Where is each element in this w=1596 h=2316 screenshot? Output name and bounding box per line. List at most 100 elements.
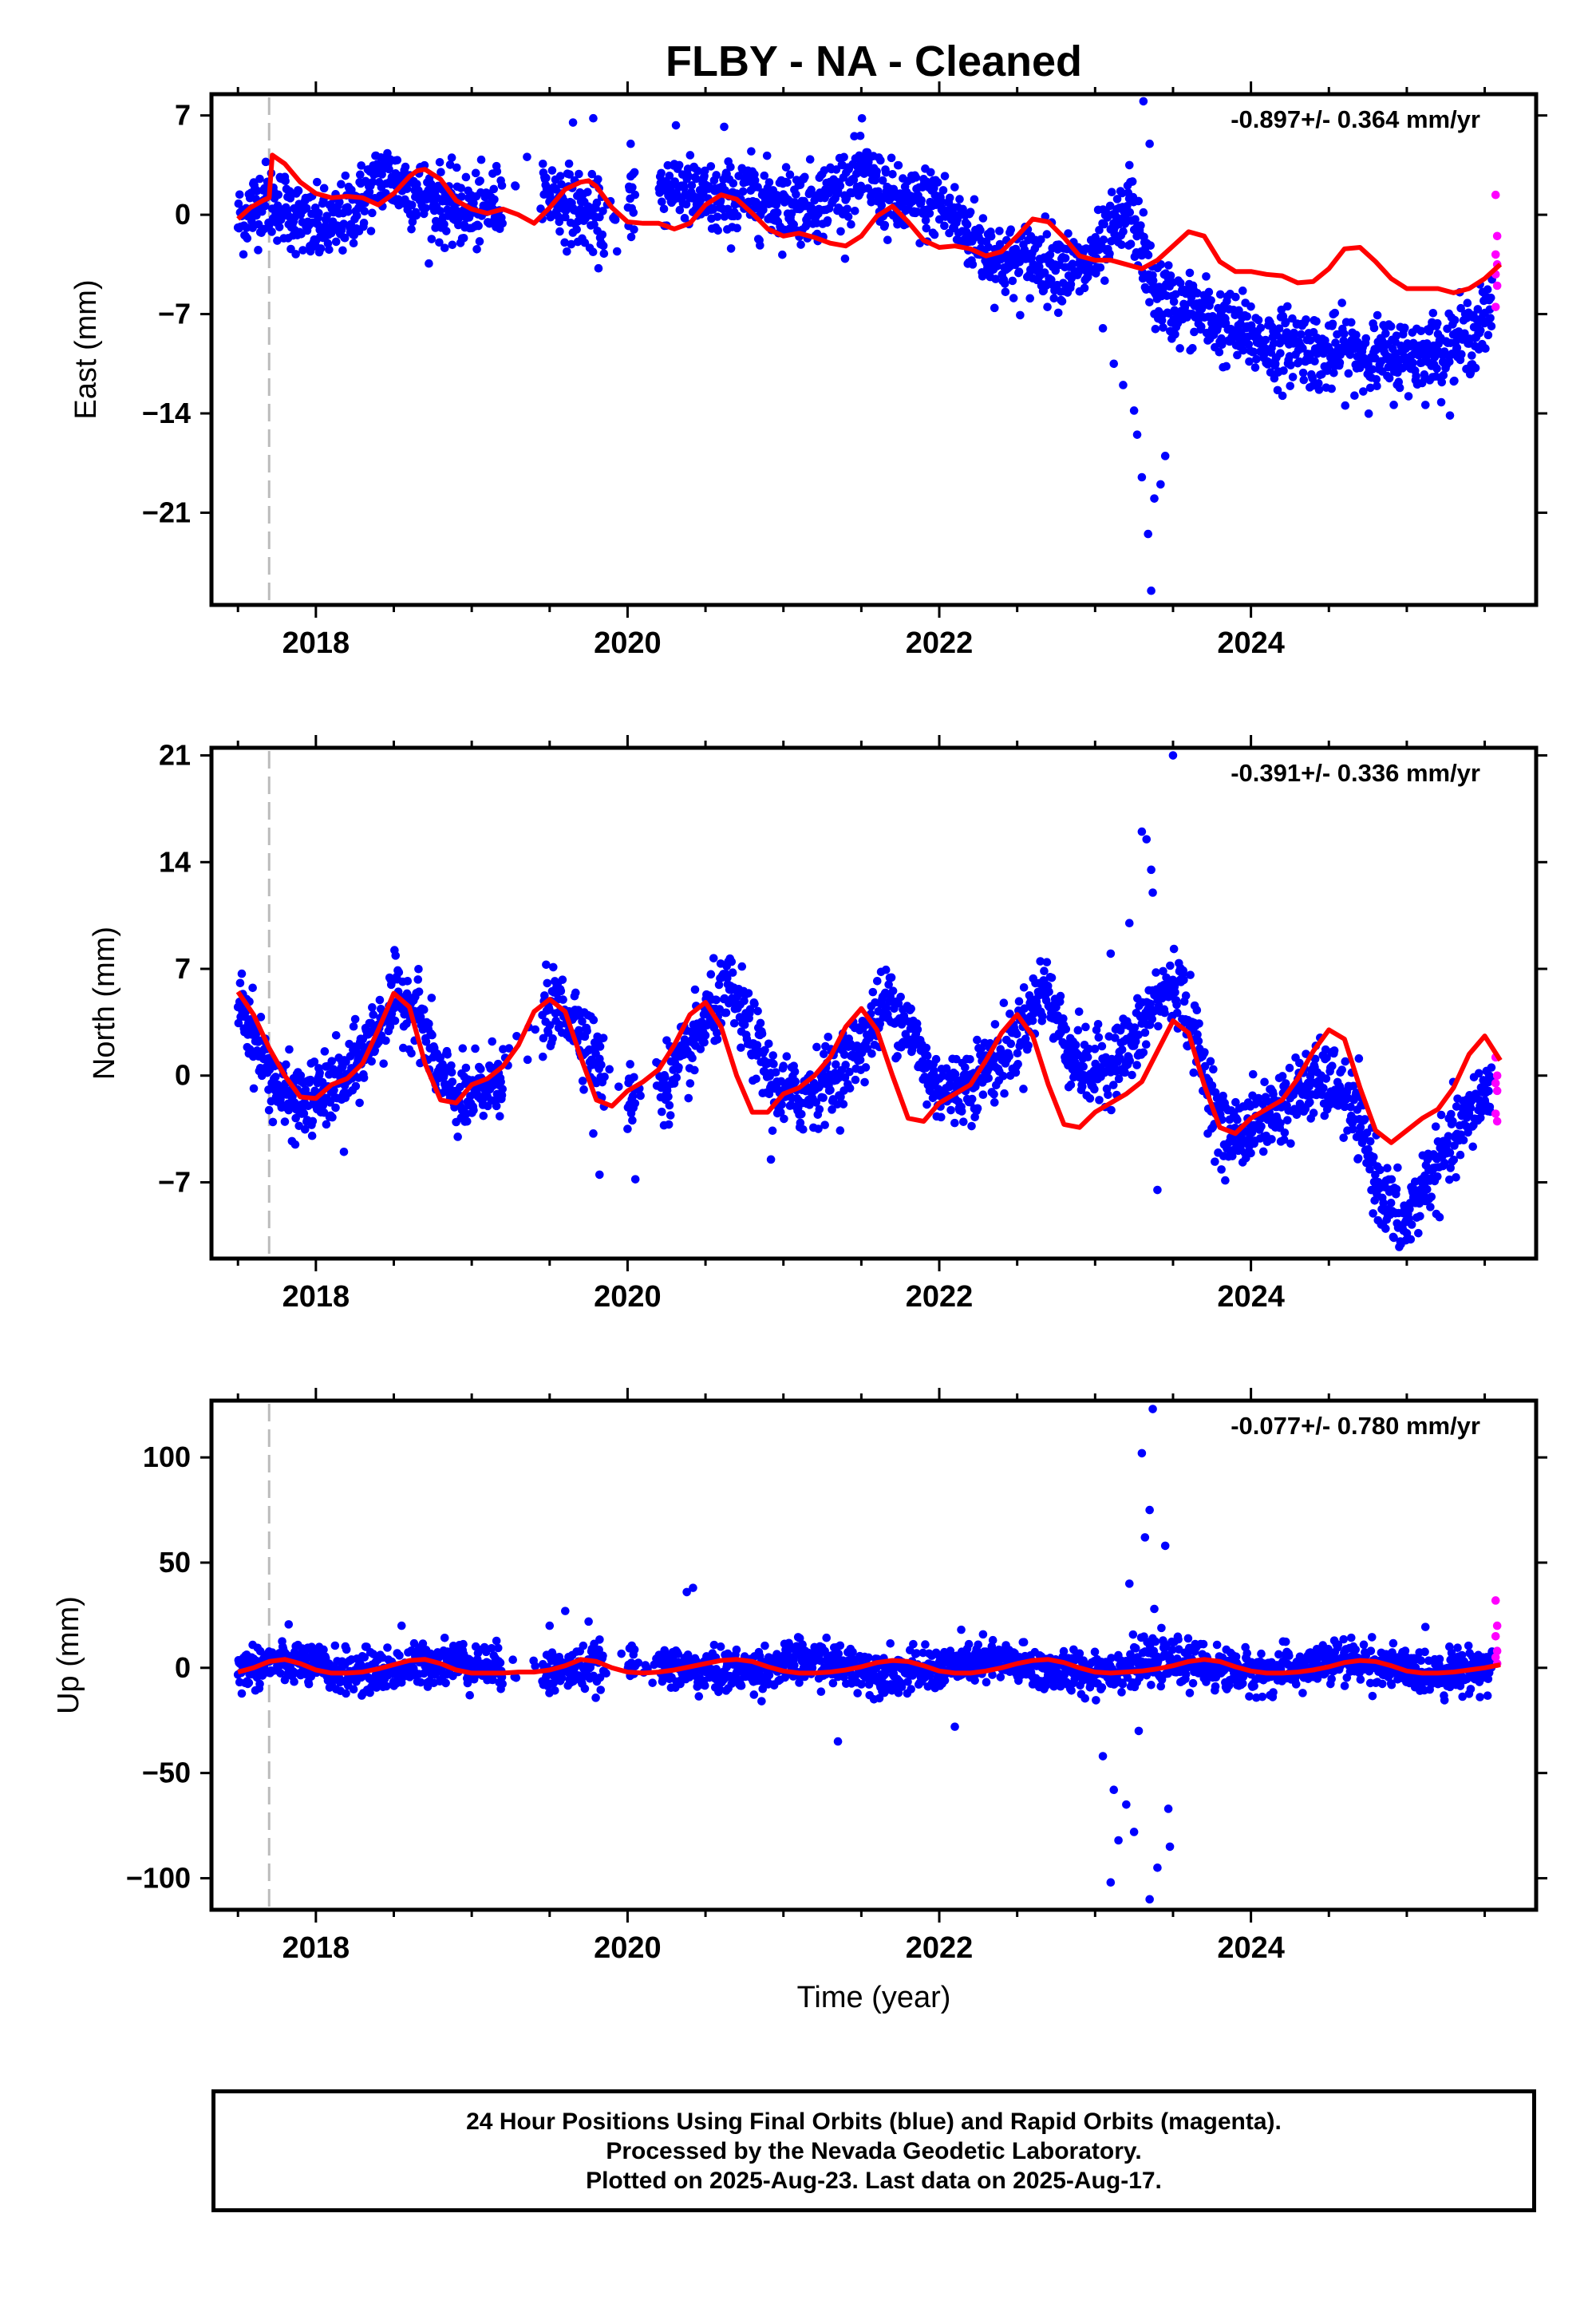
north-point: [884, 980, 893, 989]
y-tick-label: 14: [159, 845, 191, 878]
x-tick-label: 2022: [906, 1280, 974, 1314]
east-point: [319, 184, 329, 193]
east-point: [1006, 225, 1016, 235]
north-point: [413, 975, 423, 984]
east-point: [273, 236, 282, 245]
north-point: [1028, 1016, 1037, 1026]
up-point: [290, 1677, 298, 1686]
east-point: [302, 204, 311, 213]
east-point: [594, 263, 603, 273]
east-point: [675, 205, 685, 215]
north-point: [1432, 1172, 1442, 1181]
east-point: [1250, 363, 1260, 372]
north-point: [836, 1126, 845, 1135]
north-point: [381, 1036, 390, 1045]
north-point: [1079, 1062, 1088, 1071]
east-point: [696, 196, 705, 205]
north-point: [839, 1050, 849, 1059]
east-point: [447, 153, 456, 162]
north-point: [826, 1085, 835, 1095]
north-point: [447, 1068, 456, 1077]
east-point: [542, 173, 551, 183]
east-point: [894, 160, 903, 170]
east-point: [427, 235, 437, 243]
east-point: [1119, 227, 1128, 236]
east-point: [966, 207, 975, 216]
north-point: [1200, 1061, 1210, 1071]
east-point: [898, 200, 907, 208]
east-y-axis-label: East (mm): [69, 279, 103, 419]
north-point: [1278, 1072, 1287, 1081]
east-point: [567, 239, 576, 249]
east-point: [1246, 302, 1255, 311]
north-point: [1108, 1081, 1118, 1089]
north-outlier-point: [339, 1147, 349, 1156]
north-point: [1093, 1019, 1103, 1029]
east-point: [962, 220, 972, 229]
north-point: [860, 1077, 869, 1087]
east-point: [1463, 298, 1472, 308]
north-point: [367, 1057, 376, 1066]
east-point: [970, 195, 979, 204]
east-point: [976, 226, 985, 235]
east-point: [925, 209, 934, 218]
east-point: [1202, 272, 1211, 281]
east-point: [685, 151, 695, 160]
east-point: [1008, 276, 1017, 286]
north-point: [973, 1104, 982, 1113]
east-point: [1299, 375, 1309, 385]
east-point: [242, 223, 251, 232]
east-point: [706, 162, 716, 171]
east-point: [594, 175, 602, 184]
north-point: [630, 1073, 638, 1082]
east-point: [1066, 280, 1076, 289]
east-point: [663, 160, 673, 170]
north-point: [1431, 1122, 1440, 1131]
north-point: [893, 1052, 902, 1061]
north-point: [664, 1120, 674, 1129]
north-point: [1207, 1081, 1217, 1090]
north-point: [1192, 1006, 1202, 1015]
north-point: [1193, 1030, 1202, 1039]
east-point: [1099, 235, 1108, 244]
east-point: [555, 172, 565, 180]
east-point: [738, 187, 748, 196]
east-point: [1290, 330, 1299, 338]
east-point: [836, 181, 845, 191]
east-point: [291, 250, 300, 259]
north-point: [1339, 1133, 1349, 1142]
north-point: [1154, 1022, 1163, 1031]
north-point: [1217, 1165, 1226, 1174]
north-point: [559, 995, 567, 1004]
north-point: [548, 1034, 557, 1043]
east-point: [1207, 296, 1215, 305]
north-point: [768, 1126, 777, 1136]
east-point: [476, 176, 484, 185]
east-point: [1330, 308, 1340, 318]
up-point: [440, 1633, 449, 1642]
north-outlier-point: [1137, 827, 1147, 836]
east-point: [442, 227, 451, 235]
north-point: [1128, 1070, 1136, 1080]
north-point: [331, 1103, 340, 1113]
east-point: [789, 220, 799, 229]
east-point: [1254, 315, 1263, 325]
north-point: [1172, 1008, 1182, 1018]
up-final-points: [233, 1405, 1496, 1904]
east-point: [1327, 384, 1336, 393]
north-point: [1152, 968, 1160, 977]
north-point: [1276, 1119, 1285, 1128]
up-point: [383, 1643, 392, 1652]
north-point: [771, 1068, 780, 1077]
east-point: [314, 208, 323, 218]
east-point: [413, 180, 421, 189]
north-point: [548, 962, 558, 972]
north-point: [757, 1029, 767, 1038]
north-point: [952, 1054, 961, 1064]
east-point: [254, 246, 263, 255]
north-point: [1194, 1037, 1203, 1045]
east-point: [756, 241, 764, 250]
east-point: [587, 169, 597, 179]
east-point: [1437, 377, 1447, 387]
